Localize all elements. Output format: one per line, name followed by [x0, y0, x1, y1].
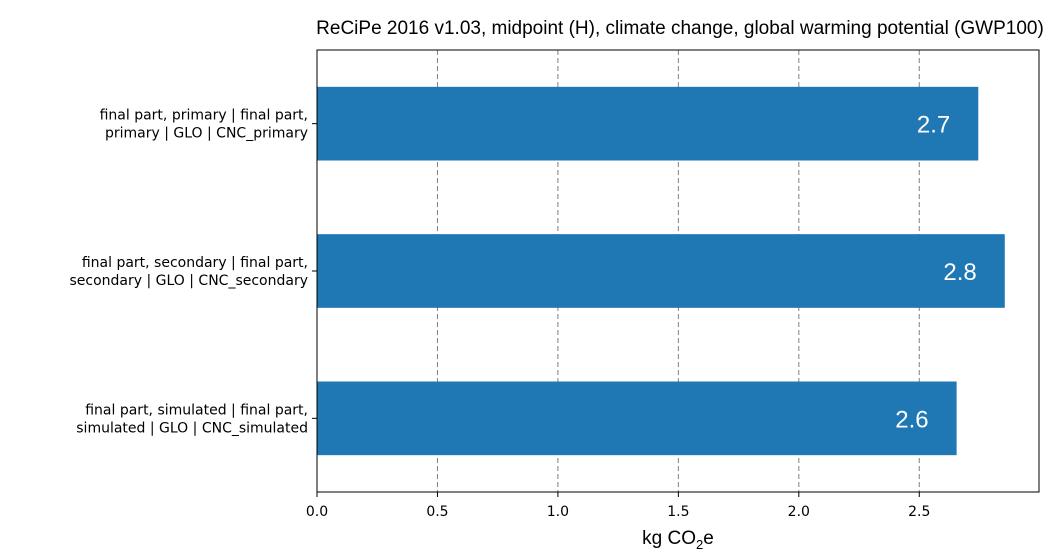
x-axis-label-suffix: e — [703, 528, 714, 549]
x-tick-label: 1.5 — [667, 504, 689, 520]
bar — [317, 381, 957, 456]
y-tick-label: final part, simulated | final part, simul… — [76, 402, 308, 436]
y-tick-label: final part, primary | final part, primary… — [100, 108, 308, 142]
x-tick-label: 1.0 — [547, 504, 569, 520]
bar — [317, 86, 979, 161]
bar-value-label: 2.8 — [943, 259, 976, 286]
x-tick-label: 2.5 — [908, 504, 930, 520]
y-axis-ticks: final part, primary | final part, primary… — [69, 108, 317, 436]
x-axis-label-subscript: 2 — [696, 537, 703, 552]
x-tick-label: 0.5 — [426, 504, 448, 520]
bar-value-label: 2.6 — [895, 406, 928, 433]
x-tick-label: 2.0 — [788, 504, 810, 520]
bar — [317, 234, 1005, 308]
x-tick-label: 0.0 — [306, 504, 328, 520]
x-axis-label-main: kg CO — [642, 528, 696, 549]
chart-title: ReCiPe 2016 v1.03, midpoint (H), climate… — [316, 18, 1044, 39]
y-tick-label: final part, secondary | final part, secon… — [69, 255, 308, 289]
x-axis-ticks: 0.0 0.5 1.0 1.5 2.0 2.5 — [306, 492, 930, 520]
bar-value-label: 2.7 — [917, 112, 950, 139]
bars: 2.7 2.8 2.6 — [317, 86, 1005, 456]
x-axis-label: kg CO2e — [642, 528, 714, 552]
